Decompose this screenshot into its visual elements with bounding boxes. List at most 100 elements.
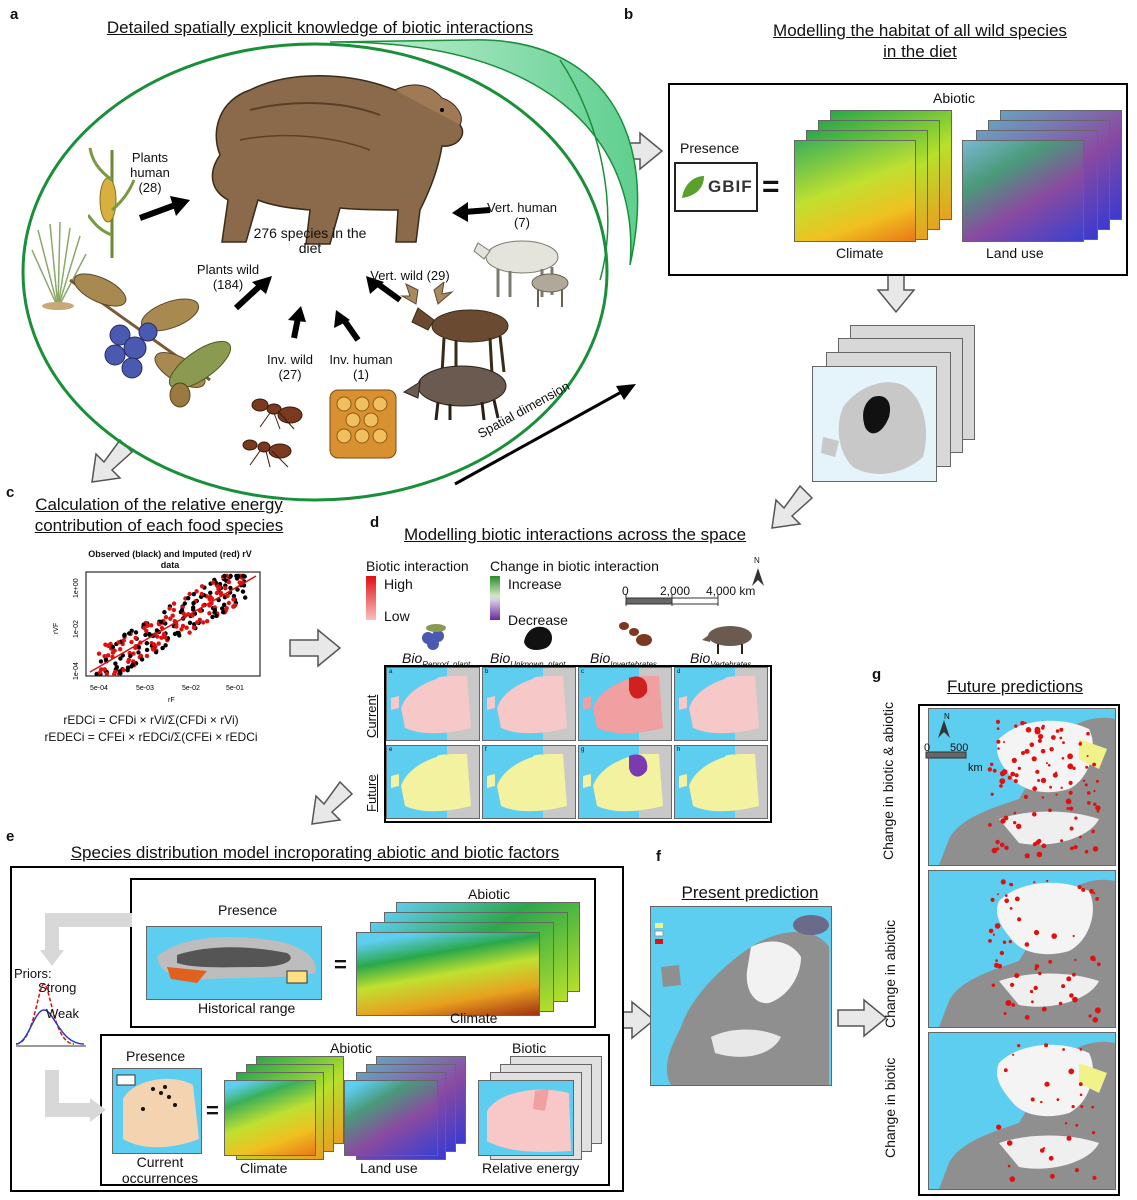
scatter-point bbox=[190, 613, 195, 618]
scatter-point bbox=[149, 623, 154, 628]
label-plants-human: Plants human (28) bbox=[130, 150, 170, 195]
biotic-map-current-1: a bbox=[386, 667, 480, 741]
scatter-point bbox=[136, 644, 141, 649]
scatter-point bbox=[160, 645, 165, 651]
scatter-point bbox=[122, 633, 127, 638]
scatter-point bbox=[113, 669, 118, 674]
scatter-point bbox=[116, 640, 121, 645]
scatter-point bbox=[243, 595, 248, 600]
scatter-point bbox=[163, 615, 169, 620]
scatter-point bbox=[144, 653, 150, 659]
scale-bar-g bbox=[925, 720, 967, 759]
e-landuse: Land use bbox=[360, 1160, 418, 1176]
chart-ylabel: rVF bbox=[53, 623, 60, 634]
scale-g-km: km bbox=[968, 762, 983, 774]
scatter-point bbox=[222, 573, 227, 579]
col-invertebrates: BioInvertebrates bbox=[590, 650, 657, 669]
scatter-point bbox=[118, 656, 123, 661]
legend-biotic-title: Biotic interaction bbox=[366, 558, 469, 574]
scatter-point bbox=[207, 611, 212, 616]
current-occurrences-map bbox=[112, 1068, 202, 1154]
arrow-b-to-d bbox=[771, 484, 814, 529]
scatter-point bbox=[172, 631, 178, 637]
rv-scatter-chart: rVF rF 1e-04 1e-02 1e+00 5e-04 5e-03 5e-… bbox=[53, 571, 261, 704]
legend-high: High bbox=[384, 576, 413, 592]
panel-a-title: Detailed spatially explicit knowledge of… bbox=[106, 18, 534, 37]
scatter-point bbox=[208, 590, 213, 595]
scatter-point bbox=[212, 610, 217, 615]
scatter-point bbox=[218, 591, 224, 596]
scatter-point bbox=[98, 659, 104, 664]
ytick-0: 1e-04 bbox=[73, 662, 80, 680]
panel-c-letter: c bbox=[6, 484, 15, 501]
scatter-point bbox=[102, 667, 107, 672]
panel-f-title: Present prediction bbox=[681, 883, 819, 902]
scatter-point bbox=[151, 642, 157, 647]
scatter-point bbox=[199, 584, 205, 589]
legend-change-bar bbox=[490, 576, 500, 620]
scatter-point bbox=[228, 585, 233, 591]
scatter-point bbox=[182, 601, 187, 606]
scatter-point bbox=[161, 632, 167, 637]
scatter-point bbox=[156, 641, 161, 646]
scatter-point bbox=[144, 641, 149, 646]
e-climate-bottom: Climate bbox=[240, 1160, 288, 1176]
panel-b-abiotic: Abiotic bbox=[933, 90, 976, 106]
panel-d-map-grid bbox=[384, 665, 772, 823]
label-vert-human: Vert. human (7) bbox=[486, 200, 558, 230]
ytick-1: 1e-02 bbox=[73, 620, 80, 638]
scale-g-500: 500 bbox=[950, 742, 969, 754]
scatter-point bbox=[110, 644, 116, 650]
scatter-point bbox=[179, 608, 185, 613]
panel-d-title: Modelling biotic interactions across the… bbox=[403, 525, 747, 544]
scatter-point bbox=[133, 630, 139, 635]
scatter-point bbox=[102, 654, 107, 659]
panel-e-letter: e bbox=[6, 828, 15, 845]
vertebrate-icon bbox=[702, 626, 752, 654]
scatter-point bbox=[191, 601, 196, 606]
arrow-b-down bbox=[876, 274, 916, 314]
ant-illustration bbox=[242, 398, 303, 468]
scale-0: 0 bbox=[622, 584, 629, 598]
scatter-point bbox=[121, 638, 127, 643]
historical-range-map bbox=[146, 926, 322, 1000]
scatter-point bbox=[151, 647, 156, 652]
boar-illustration bbox=[402, 365, 507, 421]
scatter-point bbox=[143, 632, 148, 638]
oak-leaf-illustration bbox=[168, 340, 232, 408]
priors-curves bbox=[15, 983, 86, 1047]
scatter-point bbox=[214, 613, 219, 619]
scatter-point bbox=[179, 627, 184, 632]
g-map-biotic bbox=[928, 1032, 1116, 1190]
panel-g-frame bbox=[918, 704, 1120, 1196]
g-row-biotic-abiotic: Change in biotic & abiotic bbox=[880, 702, 896, 860]
prior-weak: Weak bbox=[46, 1006, 79, 1021]
scatter-point bbox=[154, 628, 160, 633]
prior-flow-arrows bbox=[40, 913, 132, 1122]
scatter-point bbox=[187, 620, 193, 625]
scatter-point bbox=[226, 579, 232, 585]
ytick-2: 1e+00 bbox=[73, 578, 80, 598]
panel-b-equals: = bbox=[762, 170, 780, 203]
scatter-point bbox=[168, 616, 173, 621]
biotic-map-future-3: g bbox=[578, 745, 672, 819]
priors-label: Priors: bbox=[14, 966, 52, 981]
bear-illustration bbox=[211, 75, 464, 245]
legend-change-title: Change in biotic interaction bbox=[490, 558, 659, 574]
scatter-point bbox=[167, 606, 172, 611]
g-row-biotic: Change in biotic bbox=[882, 1057, 898, 1158]
invertebrate-icon bbox=[619, 622, 652, 646]
g-map-biotic-abiotic bbox=[928, 708, 1116, 866]
scatter-point bbox=[205, 619, 210, 624]
scatter-point bbox=[130, 662, 135, 667]
panel-a-letter: a bbox=[10, 6, 19, 23]
scatter-point bbox=[163, 643, 168, 648]
e-presence-top: Presence bbox=[218, 902, 278, 918]
scatter-point bbox=[158, 619, 164, 625]
e-abiotic-bottom: Abiotic bbox=[330, 1040, 373, 1056]
scatter-point bbox=[187, 630, 192, 635]
scatter-point bbox=[210, 614, 215, 620]
e-equals-bottom: = bbox=[206, 1098, 219, 1123]
scatter-point bbox=[171, 607, 177, 613]
scatter-point bbox=[139, 657, 145, 662]
